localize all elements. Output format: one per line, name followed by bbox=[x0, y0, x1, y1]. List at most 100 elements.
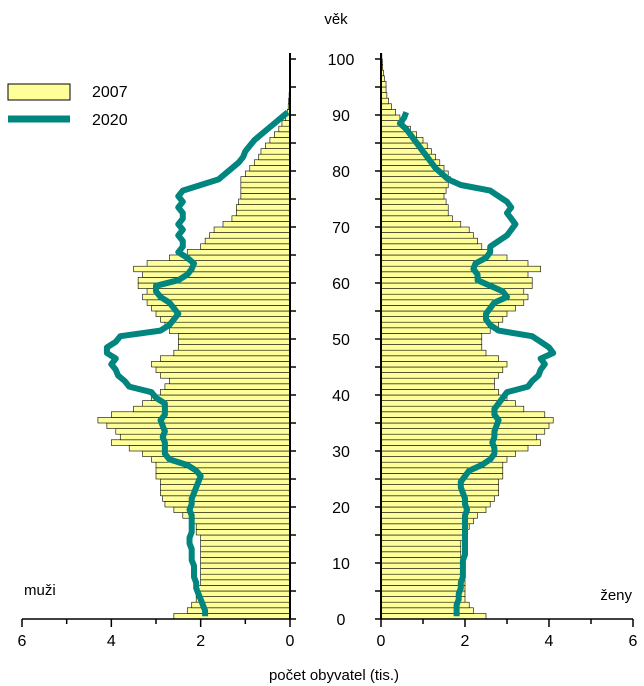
male-bar-2007-age-36 bbox=[111, 411, 291, 418]
male-bar-2007-age-70 bbox=[222, 221, 291, 228]
female-bar-2007-age-21 bbox=[380, 495, 495, 502]
male-bar-2007-age-45 bbox=[151, 361, 291, 368]
x-axis-title: počet obyvatel (tis.) bbox=[269, 667, 399, 684]
female-bar-2007-age-89 bbox=[380, 114, 401, 121]
female-bar-2007-age-59 bbox=[380, 282, 533, 289]
female-bar-2007-age-90 bbox=[380, 109, 396, 116]
female-bar-2007-age-70 bbox=[380, 221, 462, 228]
male-bar-2007-age-26 bbox=[155, 467, 291, 474]
female-bar-2007-age-26 bbox=[380, 467, 504, 474]
age-tick-label: 10 bbox=[332, 556, 350, 573]
male-bar-2007-age-21 bbox=[162, 495, 291, 502]
female-label: ženy bbox=[600, 587, 632, 604]
age-tick-label: 70 bbox=[332, 220, 350, 237]
female-bar-2007-age-91 bbox=[380, 103, 392, 110]
female-bar-2007-age-77 bbox=[380, 181, 449, 189]
male-bar-2007-age-9 bbox=[200, 562, 291, 569]
male-bar-2007-age-10 bbox=[200, 557, 291, 564]
male-bar-2007-age-51 bbox=[169, 327, 291, 334]
male-bar-2007-age-6 bbox=[200, 579, 291, 586]
female-bar-2007-age-12 bbox=[380, 545, 462, 553]
female-bar-2007-age-67 bbox=[380, 237, 478, 245]
female-bar-2007-age-43 bbox=[380, 372, 499, 379]
male-bar-2007-age-83 bbox=[260, 148, 291, 155]
male-bar-2007-age-62 bbox=[133, 265, 291, 273]
female-bar-2007-age-46 bbox=[380, 355, 499, 362]
male-line-2020 bbox=[103, 109, 290, 617]
male-bar-2007-age-79 bbox=[245, 170, 291, 177]
male-bar-2007-age-61 bbox=[142, 271, 291, 278]
legend-swatch-2007 bbox=[7, 83, 71, 101]
male-bar-2007-age-66 bbox=[200, 243, 291, 250]
legend-label-2007: 2007 bbox=[92, 84, 128, 101]
female-bar-2007-age-30 bbox=[380, 445, 529, 452]
male-bar-2007-age-81 bbox=[253, 159, 291, 166]
female-bar-2007-age-5 bbox=[380, 585, 466, 592]
male-bar-2007-age-50 bbox=[178, 333, 291, 340]
male-bar-2007-age-0 bbox=[173, 613, 291, 620]
age-tick-label: 50 bbox=[332, 332, 350, 349]
female-bar-2007-age-48 bbox=[380, 344, 483, 351]
age-tick-label: 80 bbox=[332, 164, 350, 181]
female-bar-2007-age-39 bbox=[380, 394, 508, 401]
male-bar-2007-age-41 bbox=[164, 383, 291, 390]
male-bar-2007-age-17 bbox=[191, 517, 291, 525]
female-bar-2007-age-49 bbox=[380, 338, 483, 345]
male-bar-2007-age-44 bbox=[155, 366, 291, 373]
age-tick-label: 30 bbox=[332, 444, 350, 461]
female-bar-2007-age-25 bbox=[380, 473, 504, 480]
male-bar-2007-age-34 bbox=[106, 422, 291, 429]
female-bar-2007-age-65 bbox=[380, 249, 491, 256]
male-bar-2007-age-86 bbox=[274, 131, 291, 138]
female-bar-2007-age-71 bbox=[380, 215, 453, 222]
male-bar-2007-age-22 bbox=[160, 489, 291, 497]
male-bar-2007-age-68 bbox=[209, 232, 291, 239]
y-axis-title: věk bbox=[324, 11, 348, 28]
female-bar-2007-age-15 bbox=[380, 529, 466, 536]
female-bar-2007-age-17 bbox=[380, 517, 474, 525]
male-bar-2007-age-67 bbox=[204, 237, 291, 245]
male-bar-2007-age-23 bbox=[160, 484, 291, 491]
male-bar-2007-age-3 bbox=[195, 596, 291, 603]
male-bar-2007-age-14 bbox=[200, 534, 291, 541]
male-bar-2007-age-12 bbox=[200, 545, 291, 553]
axes bbox=[21, 53, 634, 627]
age-tick-label: 0 bbox=[337, 612, 346, 629]
female-bar-2007-age-0 bbox=[380, 613, 487, 620]
female-bar-2007-age-23 bbox=[380, 484, 499, 491]
male-bar-2007-age-18 bbox=[182, 512, 291, 519]
female-bar-2007-age-50 bbox=[380, 333, 483, 340]
female-x-tick-label: 4 bbox=[545, 633, 554, 650]
female-bar-2007-age-60 bbox=[380, 277, 533, 284]
female-bar-2007-age-41 bbox=[380, 383, 495, 390]
female-bar-2007-age-69 bbox=[380, 226, 470, 233]
female-x-tick-label: 2 bbox=[461, 633, 470, 650]
age-tick-label: 90 bbox=[332, 108, 350, 125]
male-bar-2007-age-40 bbox=[160, 389, 291, 396]
male-bar-2007-age-25 bbox=[155, 473, 291, 480]
male-bar-2007-age-30 bbox=[128, 445, 291, 452]
female-bar-2007-age-44 bbox=[380, 366, 504, 373]
female-bar-2007-age-63 bbox=[380, 260, 529, 267]
male-bar-2007-age-65 bbox=[186, 249, 291, 256]
male-bar-2007-age-48 bbox=[178, 344, 291, 351]
female-bar-2007-age-47 bbox=[380, 349, 487, 357]
male-bar-2007-age-88 bbox=[281, 120, 291, 127]
lines-2020 bbox=[103, 109, 557, 617]
female-bar-2007-age-31 bbox=[380, 439, 541, 446]
female-bar-2007-age-75 bbox=[380, 193, 445, 200]
female-bar-2007-age-66 bbox=[380, 243, 483, 250]
female-bar-2007-age-20 bbox=[380, 501, 491, 508]
male-bar-2007-age-37 bbox=[133, 405, 291, 413]
legend-label-2020: 2020 bbox=[92, 112, 128, 129]
female-bar-2007-age-22 bbox=[380, 489, 499, 497]
male-bar-2007-age-20 bbox=[164, 501, 291, 508]
female-line-2020 bbox=[396, 111, 557, 617]
female-bar-2007-age-73 bbox=[380, 204, 449, 211]
male-x-tick-label: 4 bbox=[107, 633, 116, 650]
age-tick-label: 20 bbox=[332, 500, 350, 517]
female-bar-2007-age-37 bbox=[380, 405, 525, 413]
female-bar-2007-age-74 bbox=[380, 198, 447, 205]
